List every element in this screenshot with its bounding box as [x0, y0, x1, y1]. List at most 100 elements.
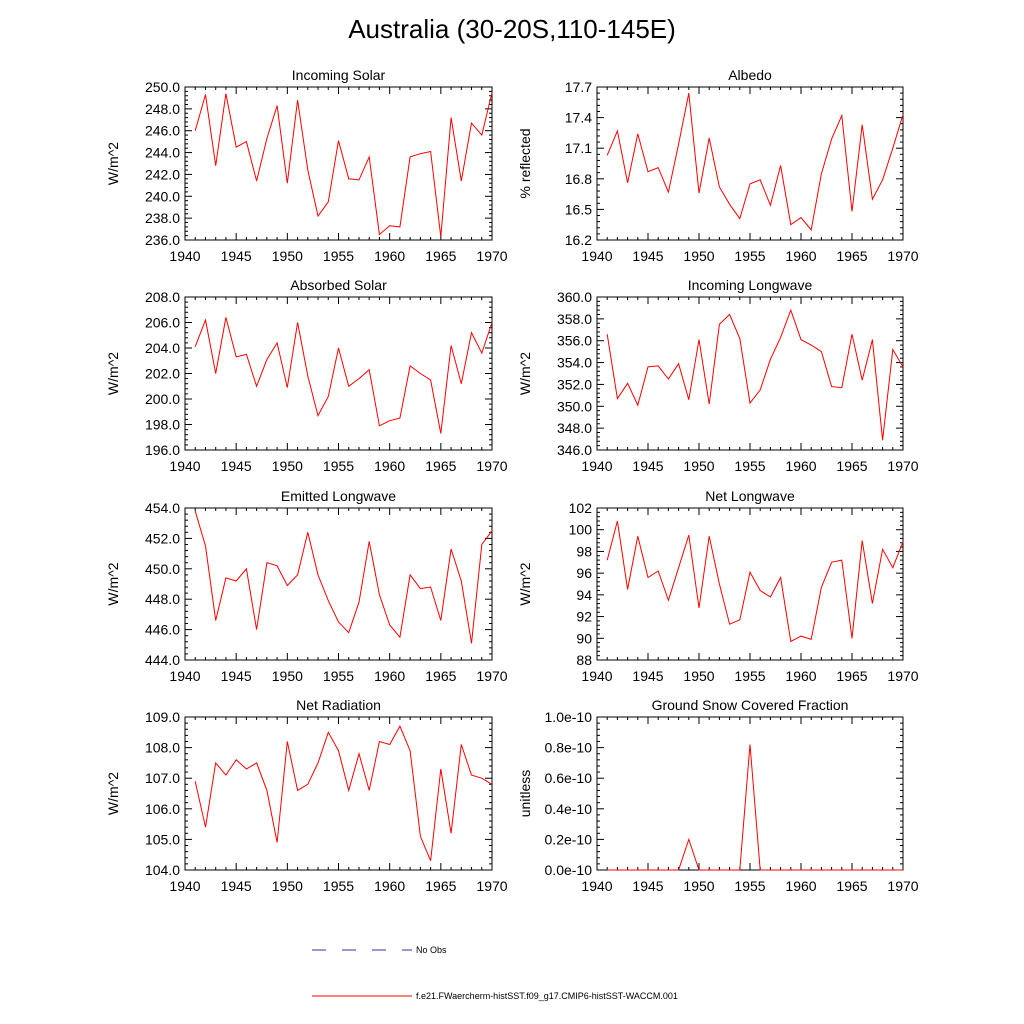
x-tick-label: 1950: [683, 248, 714, 264]
y-tick-label: 0.4e-10: [545, 801, 593, 817]
series-line: [194, 725, 493, 861]
x-tick-label: 1960: [785, 248, 816, 264]
plot-frame: [596, 86, 904, 241]
x-tick-label: 1940: [581, 878, 612, 894]
y-tick-label: 94: [576, 587, 592, 603]
y-tick-label: 17.1: [565, 140, 592, 156]
y-tick-label: 0.8e-10: [545, 740, 593, 756]
series-line: [194, 92, 493, 237]
x-tick-label: 1965: [836, 248, 867, 264]
x-tick-label: 1940: [581, 458, 612, 474]
y-tick-label: 16.2: [565, 232, 592, 248]
y-axis-label: W/m^2: [517, 562, 533, 605]
y-tick-label: 236.0: [145, 232, 180, 248]
y-tick-label: 246.0: [145, 123, 180, 139]
x-tick-label: 1945: [221, 668, 252, 684]
x-tick-label: 1960: [374, 458, 405, 474]
y-tick-label: 100: [569, 522, 593, 538]
x-tick-label: 1945: [632, 668, 663, 684]
x-tick-label: 1965: [836, 458, 867, 474]
panel-title: Ground Snow Covered Fraction: [652, 697, 849, 713]
y-tick-label: 198.0: [145, 417, 180, 433]
y-tick-label: 360.0: [557, 289, 592, 305]
x-tick-label: 1940: [581, 248, 612, 264]
x-tick-label: 1965: [836, 878, 867, 894]
x-tick-label: 1960: [374, 668, 405, 684]
x-tick-label: 1945: [632, 458, 663, 474]
panel-title: Emitted Longwave: [281, 488, 396, 504]
chart-panels: Incoming Solar W/m^2 1940 1945 1950 1955 1960 1…: [105, 67, 919, 894]
y-tick-label: 90: [576, 630, 592, 646]
series-line: [607, 744, 903, 871]
y-tick-label: 106.0: [145, 801, 180, 817]
x-tick-label: 1945: [221, 458, 252, 474]
x-tick-label: 1945: [632, 248, 663, 264]
panel-title: Absorbed Solar: [290, 277, 387, 293]
x-tick-label: 1970: [887, 878, 918, 894]
x-tick-label: 1950: [683, 668, 714, 684]
x-tick-label: 1950: [272, 248, 303, 264]
y-tick-label: 16.5: [565, 201, 592, 217]
y-tick-label: 98: [576, 543, 592, 559]
x-tick-label: 1970: [887, 458, 918, 474]
y-tick-label: 350.0: [557, 398, 592, 414]
y-tick-label: 109.0: [145, 709, 180, 725]
y-tick-label: 454.0: [145, 500, 180, 516]
panel-title: Incoming Solar: [292, 67, 386, 83]
y-tick-label: 444.0: [145, 652, 180, 668]
y-tick-label: 238.0: [145, 210, 180, 226]
plot-frame: [596, 296, 904, 451]
panel-6: Net Radiation W/m^2 1940 1945 1950 1955 1960 19…: [105, 697, 508, 894]
x-tick-label: 1960: [785, 458, 816, 474]
y-tick-label: 240.0: [145, 188, 180, 204]
plot-frame: [184, 716, 493, 871]
x-tick-label: 1955: [323, 248, 354, 264]
y-tick-label: 356.0: [557, 333, 592, 349]
x-tick-label: 1955: [323, 668, 354, 684]
x-tick-label: 1970: [476, 248, 507, 264]
y-tick-label: 88: [576, 652, 592, 668]
y-tick-label: 200.0: [145, 391, 180, 407]
y-tick-label: 346.0: [557, 442, 592, 458]
x-tick-label: 1965: [836, 668, 867, 684]
panel-title: Net Longwave: [705, 488, 795, 504]
x-tick-label: 1965: [425, 878, 456, 894]
panel-0: Incoming Solar W/m^2 1940 1945 1950 1955 1960 1…: [105, 67, 508, 264]
panel-7: Ground Snow Covered Fraction unitless 1940…: [517, 697, 919, 894]
x-tick-label: 1950: [272, 668, 303, 684]
x-tick-label: 1955: [323, 878, 354, 894]
y-axis-label: unitless: [517, 770, 533, 817]
y-tick-label: 0.2e-10: [545, 831, 593, 847]
y-tick-label: 202.0: [145, 366, 180, 382]
x-tick-label: 1955: [734, 878, 765, 894]
y-tick-label: 96: [576, 565, 592, 581]
series-line: [606, 93, 904, 231]
plot-frame: [184, 86, 493, 241]
x-tick-label: 1940: [169, 878, 200, 894]
y-axis-label: W/m^2: [105, 772, 121, 815]
x-tick-label: 1940: [581, 668, 612, 684]
y-tick-label: 102: [569, 500, 593, 516]
x-tick-label: 1960: [785, 878, 816, 894]
y-tick-label: 250.0: [145, 79, 180, 95]
x-tick-label: 1965: [425, 668, 456, 684]
y-tick-label: 105.0: [145, 831, 180, 847]
plot-frame: [596, 507, 904, 661]
x-tick-label: 1950: [683, 878, 714, 894]
y-axis-label: W/m^2: [105, 562, 121, 605]
y-axis-label: W/m^2: [105, 142, 121, 185]
x-tick-label: 1945: [632, 878, 663, 894]
x-tick-label: 1950: [272, 878, 303, 894]
x-tick-label: 1960: [374, 878, 405, 894]
y-axis-label: W/m^2: [517, 352, 533, 395]
legend-model-label: f.e21.FWaercherm-histSST.f09_g17.CMIP6-h…: [416, 991, 678, 1001]
panel-title: Incoming Longwave: [688, 277, 813, 293]
figure-title: Australia (30-20S,110-145E): [348, 14, 676, 44]
panel-2: Absorbed Solar W/m^2 1940 1945 1950 1955 1960 1…: [105, 277, 508, 474]
y-tick-label: 352.0: [557, 376, 592, 392]
y-tick-label: 450.0: [145, 561, 180, 577]
x-tick-label: 1960: [785, 668, 816, 684]
y-tick-label: 452.0: [145, 530, 180, 546]
y-tick-label: 206.0: [145, 315, 180, 331]
